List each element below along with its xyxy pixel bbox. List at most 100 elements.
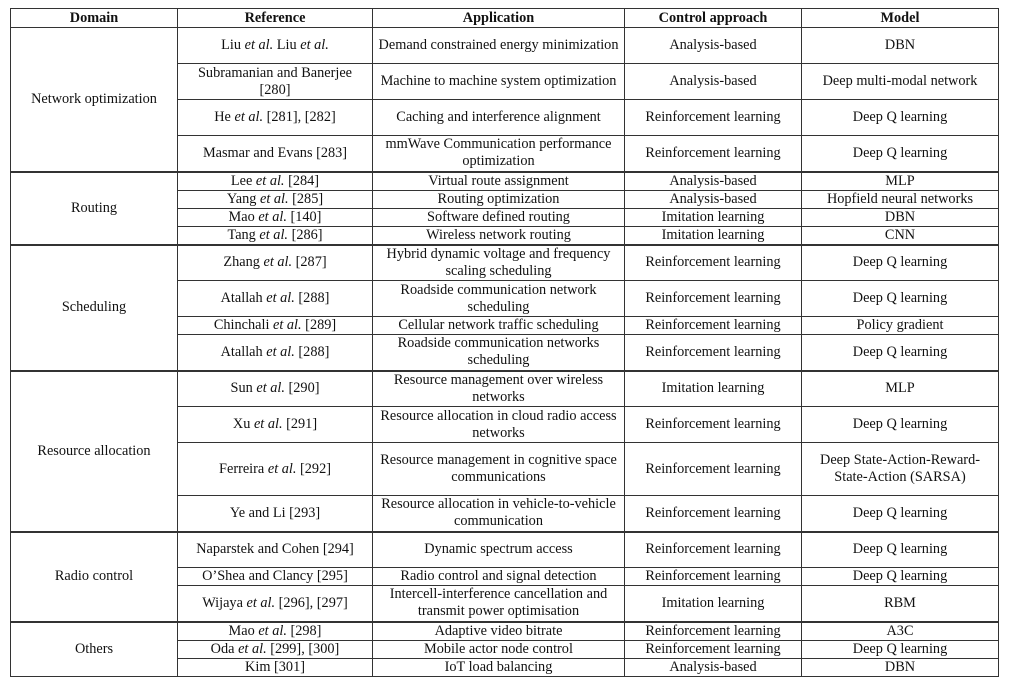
domain-cell: Scheduling bbox=[10, 243, 178, 371]
reference-cell: Chinchali et al. [289] bbox=[177, 316, 373, 335]
model-cell: A3C bbox=[801, 620, 999, 641]
control-approach-cell: Reinforcement learning bbox=[624, 243, 802, 281]
header-reference: Reference bbox=[177, 8, 373, 28]
reference-cell: Kim [301] bbox=[177, 657, 373, 677]
application-cell: Cellular network traffic scheduling bbox=[372, 316, 625, 335]
application-cell: mmWave Communication performance optimiz… bbox=[372, 135, 625, 172]
reference-cell: Ferreira et al. [292] bbox=[177, 442, 373, 496]
control-approach-cell: Imitation learning bbox=[624, 225, 802, 245]
model-cell: MLP bbox=[801, 369, 999, 407]
reference-cell: Liu et al. Liu et al. bbox=[177, 27, 373, 64]
table-row: Resource allocation Sun et al. [290] Resou… bbox=[10, 369, 999, 532]
control-approach-cell: Reinforcement learning bbox=[624, 639, 802, 659]
application-cell: Resource management in cognitive space c… bbox=[372, 442, 625, 496]
model-cell: DBN bbox=[801, 657, 999, 677]
control-approach-cell: Analysis-based bbox=[624, 189, 802, 209]
application-cell: Wireless network routing bbox=[372, 225, 625, 245]
reference-cell: He et al. [281], [282] bbox=[177, 99, 373, 136]
application-cell: Radio control and signal detection bbox=[372, 567, 625, 586]
control-approach-cell: Reinforcement learning bbox=[624, 620, 802, 641]
application-cell: Adaptive video bitrate bbox=[372, 620, 625, 641]
control-approach-cell: Imitation learning bbox=[624, 369, 802, 407]
table-row: Mao et al. [140] Software defined routing… bbox=[11, 207, 999, 227]
table-row: O’Shea and Clancy [295] Radio control and… bbox=[11, 567, 999, 586]
model-cell: Deep Q learning bbox=[801, 406, 999, 443]
control-approach-cell: Reinforcement learning bbox=[624, 316, 802, 335]
application-cell: Dynamic spectrum access bbox=[372, 530, 625, 568]
model-cell: DBN bbox=[801, 27, 999, 64]
application-cell: Machine to machine system optimization bbox=[372, 63, 625, 100]
reference-cell: Mao et al. [140] bbox=[177, 207, 373, 227]
table-row: Atallah et al. [288] Roadside communicati… bbox=[11, 280, 999, 317]
table-row: Radio control Naparstek and Cohen [294] Dy… bbox=[10, 530, 999, 622]
application-cell: Virtual route assignment bbox=[372, 170, 625, 191]
model-cell: Deep Q learning bbox=[801, 135, 999, 172]
model-cell: Deep multi-modal network bbox=[801, 63, 999, 100]
table-row: Scheduling Zhang et al. [287] Hybrid dynam… bbox=[10, 243, 999, 371]
application-cell: Mobile actor node control bbox=[372, 639, 625, 659]
reference-cell: Naparstek and Cohen [294] bbox=[177, 530, 373, 568]
table-row: Ferreira et al. [292] Resource management… bbox=[11, 442, 999, 496]
reference-cell: Masmar and Evans [283] bbox=[177, 135, 373, 172]
model-cell: Hopfield neural networks bbox=[801, 189, 999, 209]
header-control-approach: Control approach bbox=[624, 8, 802, 28]
application-cell: Roadside communication networks scheduli… bbox=[372, 334, 625, 371]
model-cell: Policy gradient bbox=[801, 316, 999, 335]
application-cell: Software defined routing bbox=[372, 207, 625, 227]
control-approach-cell: Reinforcement learning bbox=[624, 135, 802, 172]
reference-cell: Oda et al. [299], [300] bbox=[177, 639, 373, 659]
application-cell: Roadside communication network schedulin… bbox=[372, 280, 625, 317]
reference-cell: Mao et al. [298] bbox=[177, 620, 373, 641]
model-cell: Deep Q learning bbox=[801, 334, 999, 371]
model-cell: Deep Q learning bbox=[801, 99, 999, 136]
application-cell: Resource allocation in cloud radio acces… bbox=[372, 406, 625, 443]
domain-cell: Others bbox=[10, 620, 178, 677]
control-approach-cell: Reinforcement learning bbox=[624, 567, 802, 586]
control-approach-cell: Analysis-based bbox=[624, 657, 802, 677]
control-approach-cell: Imitation learning bbox=[624, 585, 802, 622]
model-cell: Deep Q learning bbox=[801, 639, 999, 659]
control-approach-cell: Imitation learning bbox=[624, 207, 802, 227]
header-model: Model bbox=[801, 8, 999, 28]
reference-cell: Wijaya et al. [296], [297] bbox=[177, 585, 373, 622]
application-cell: Routing optimization bbox=[372, 189, 625, 209]
domain-cell: Radio control bbox=[10, 530, 178, 622]
application-cell: Hybrid dynamic voltage and frequency sca… bbox=[372, 243, 625, 281]
model-cell: Deep State-Action-Reward-State-Action (S… bbox=[801, 442, 999, 496]
reference-cell: Yang et al. [285] bbox=[177, 189, 373, 209]
control-approach-cell: Reinforcement learning bbox=[624, 442, 802, 496]
header-domain: Domain bbox=[10, 8, 178, 28]
domain-cell: Resource allocation bbox=[10, 369, 178, 532]
control-approach-cell: Analysis-based bbox=[624, 63, 802, 100]
table-body: Network optimization Liu et al. Liu et al… bbox=[10, 27, 999, 677]
model-cell: Deep Q learning bbox=[801, 280, 999, 317]
table-row: Xu et al. [291] Resource allocation in cl… bbox=[11, 406, 999, 443]
control-approach-cell: Analysis-based bbox=[624, 27, 802, 64]
model-cell: Deep Q learning bbox=[801, 530, 999, 568]
application-cell: Intercell-interference cancellation and … bbox=[372, 585, 625, 622]
table-row: Routing Lee et al. [284] Virtual route ass… bbox=[10, 170, 999, 245]
model-cell: RBM bbox=[801, 585, 999, 622]
application-cell: Caching and interference alignment bbox=[372, 99, 625, 136]
reference-cell: O’Shea and Clancy [295] bbox=[177, 567, 373, 586]
reference-cell: Atallah et al. [288] bbox=[177, 334, 373, 371]
header-application: Application bbox=[372, 8, 625, 28]
table-row: Subramanian and Banerjee [280] Machine to… bbox=[11, 63, 999, 100]
application-cell: Resource allocation in vehicle-to-vehicl… bbox=[372, 495, 625, 532]
reference-cell: Ye and Li [293] bbox=[177, 495, 373, 532]
control-approach-cell: Reinforcement learning bbox=[624, 334, 802, 371]
reference-cell: Lee et al. [284] bbox=[177, 170, 373, 191]
table-row: Oda et al. [299], [300] Mobile actor node… bbox=[11, 639, 999, 659]
model-cell: Deep Q learning bbox=[801, 243, 999, 281]
model-cell: Deep Q learning bbox=[801, 567, 999, 586]
reference-cell: Xu et al. [291] bbox=[177, 406, 373, 443]
control-approach-cell: Reinforcement learning bbox=[624, 406, 802, 443]
table-row: Masmar and Evans [283] mmWave Communicati… bbox=[11, 135, 999, 172]
control-approach-cell: Reinforcement learning bbox=[624, 495, 802, 532]
control-approaches-table: Domain Reference Application Control app… bbox=[10, 8, 999, 677]
reference-cell: Zhang et al. [287] bbox=[177, 243, 373, 281]
table-row: Network optimization Liu et al. Liu et al… bbox=[10, 27, 999, 172]
application-cell: IoT load balancing bbox=[372, 657, 625, 677]
application-cell: Resource management over wireless networ… bbox=[372, 369, 625, 407]
control-approach-cell: Reinforcement learning bbox=[624, 99, 802, 136]
